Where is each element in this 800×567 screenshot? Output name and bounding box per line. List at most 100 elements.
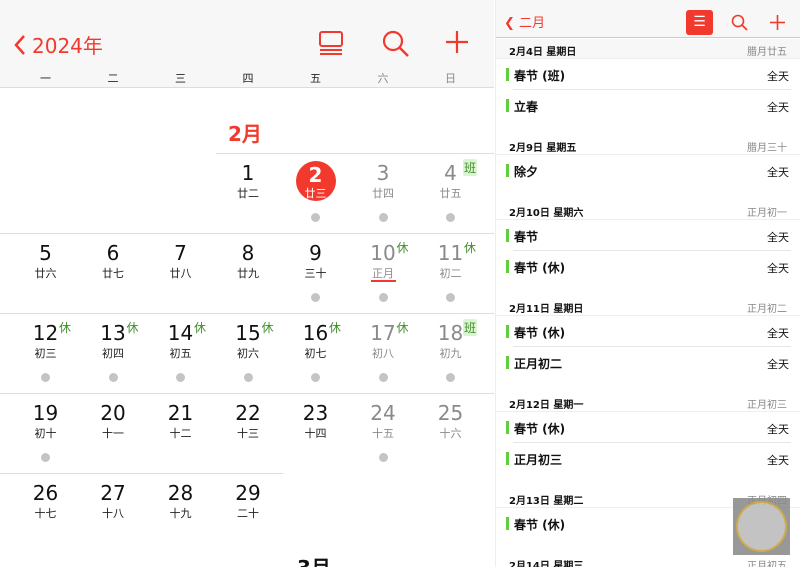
day-cell-22[interactable]: 22 十三 (215, 393, 282, 473)
day-cell-5[interactable]: 5 廿六 (12, 233, 79, 313)
day-number: 18 (437, 321, 464, 345)
event-dot (446, 213, 455, 222)
event-dot (41, 453, 50, 462)
day-cell-18[interactable]: 18 初九班 (417, 313, 484, 393)
lunar-date: 初五 (169, 347, 192, 360)
search-icon[interactable] (382, 30, 410, 58)
date-section-header: 2月14日 星期三 正月初五 (496, 553, 800, 567)
event-color-bar (506, 517, 509, 530)
event-title: 除夕 (514, 165, 539, 179)
day-cell-10[interactable]: 10 正月休 (350, 233, 417, 313)
day-cell-11[interactable]: 11 初二休 (417, 233, 484, 313)
day-number: 6 (106, 241, 120, 265)
event-dot (311, 373, 320, 382)
section-lunar-date: 正月初三 (747, 400, 787, 411)
lunar-date: 廿二 (237, 187, 259, 200)
day-number: 13 (100, 321, 126, 345)
event-row[interactable]: 春节 全天 (496, 220, 800, 251)
day-cell-7[interactable]: 7 廿八 (147, 233, 214, 313)
list-view: ❮ 二月 ☰ 2月4日 星期日 腊月廿五 春节 (班) 全天 立春 全天 2月9日 星期五腊… (495, 0, 800, 567)
event-row[interactable]: 立春 全天 (496, 90, 800, 121)
back-to-year-button[interactable]: 2024年 (14, 30, 103, 59)
weekday-label: 一 (40, 72, 51, 85)
day-cell-17[interactable]: 17 初八休 (350, 313, 417, 393)
day-cell-13[interactable]: 13 初四休 (80, 313, 147, 393)
event-dot (311, 213, 320, 222)
section-lunar-date: 腊月三十 (747, 143, 787, 154)
plus-icon[interactable] (770, 15, 785, 30)
holiday-badge: 休 (329, 321, 342, 335)
event-color-bar (506, 421, 509, 434)
event-dot (378, 453, 388, 462)
lunar-date: 十二 (169, 427, 192, 440)
event-row[interactable]: 春节 (班) 全天 (496, 59, 800, 90)
event-dot (243, 373, 253, 382)
day-cell-24[interactable]: 24 十五 (350, 393, 417, 473)
lunar-date: 廿五 (439, 187, 462, 200)
weekday-label: 日 (445, 72, 456, 85)
holiday-badge: 休 (396, 241, 409, 255)
day-cell-1[interactable]: 1 廿二 (215, 153, 282, 233)
next-month-label: 3月 (297, 552, 331, 567)
day-cell-9[interactable]: 9 三十 (282, 233, 349, 313)
lunar-date: 廿九 (237, 267, 259, 280)
day-cell-6[interactable]: 6 廿七 (80, 233, 147, 313)
weekday-label: 二 (107, 72, 119, 85)
day-cell-3[interactable]: 3 廿四 (350, 153, 417, 233)
chevron-left-icon (14, 34, 25, 55)
day-cell-14[interactable]: 14 初五休 (147, 313, 214, 393)
holiday-badge: 班 (463, 159, 478, 176)
event-row[interactable]: 春节 (休) 全天 (496, 316, 800, 347)
event-row[interactable]: 春节 (休) (496, 508, 800, 539)
day-cell-2[interactable]: 2 廿三 (282, 153, 349, 233)
day-number: 20 (100, 401, 126, 425)
event-row[interactable]: 春节 (休) 全天 (496, 412, 800, 443)
search-icon[interactable] (731, 14, 748, 31)
day-cell-27[interactable]: 27 十八 (80, 473, 147, 553)
day-cell-21[interactable]: 21 十二 (147, 393, 214, 473)
lunar-date: 十一 (102, 427, 124, 440)
back-to-month-button[interactable]: ❮ 二月 (504, 12, 545, 31)
section-date: 2月4日 星期日 (509, 47, 577, 58)
event-row[interactable]: 正月初三 全天 (496, 443, 800, 474)
day-number: 27 (100, 481, 126, 505)
event-time: 全天 (767, 70, 789, 83)
plus-icon[interactable] (445, 30, 469, 54)
event-row[interactable]: 除夕 全天 (496, 155, 800, 186)
section-date: 2月9日 星期五 (509, 143, 577, 154)
list-toggle-button[interactable]: ☰ (686, 10, 713, 35)
day-cell-23[interactable]: 23 十四 (282, 393, 349, 473)
event-row[interactable]: 正月初二 全天 (496, 347, 800, 378)
lunar-date: 廿八 (169, 267, 192, 280)
date-section-header: 2月10日 星期六 正月初一 (496, 200, 800, 220)
day-number: 28 (167, 481, 194, 505)
event-row[interactable]: 春节 (休) 全天 (496, 251, 800, 282)
holiday-badge: 休 (396, 321, 409, 335)
lunar-date: 初六 (237, 347, 259, 360)
day-number: 12 (32, 321, 59, 345)
day-cell-20[interactable]: 20 十一 (80, 393, 147, 473)
day-cell-19[interactable]: 19 初十 (12, 393, 79, 473)
day-cell-15[interactable]: 15 初六休 (215, 313, 282, 393)
event-title: 正月初三 (514, 453, 563, 467)
day-number: 19 (32, 401, 59, 425)
calendar-list-icon[interactable] (318, 30, 344, 56)
date-section-header: 2月11日 星期日 正月初二 (496, 296, 800, 316)
day-number: 25 (437, 401, 464, 425)
day-cell-29[interactable]: 29 二十 (215, 473, 282, 553)
event-dot (446, 293, 455, 302)
day-cell-26[interactable]: 26 十七 (12, 473, 79, 553)
day-cell-12[interactable]: 12 初三休 (12, 313, 79, 393)
day-cell-25[interactable]: 25 十六 (417, 393, 484, 473)
day-cell-28[interactable]: 28 十九 (147, 473, 214, 553)
day-cell-4[interactable]: 4 廿五班 (417, 153, 484, 233)
lunar-date: 正月 (372, 267, 394, 280)
event-dot (108, 373, 118, 382)
event-title: 春节 (休) (514, 422, 566, 436)
day-cell-16[interactable]: 16 初七休 (282, 313, 349, 393)
event-color-bar (506, 68, 509, 81)
day-cell-8[interactable]: 8 廿九 (215, 233, 282, 313)
weekday-label: 六 (377, 72, 389, 85)
section-date: 2月12日 星期一 (509, 400, 584, 411)
lunar-date: 廿七 (102, 267, 124, 280)
